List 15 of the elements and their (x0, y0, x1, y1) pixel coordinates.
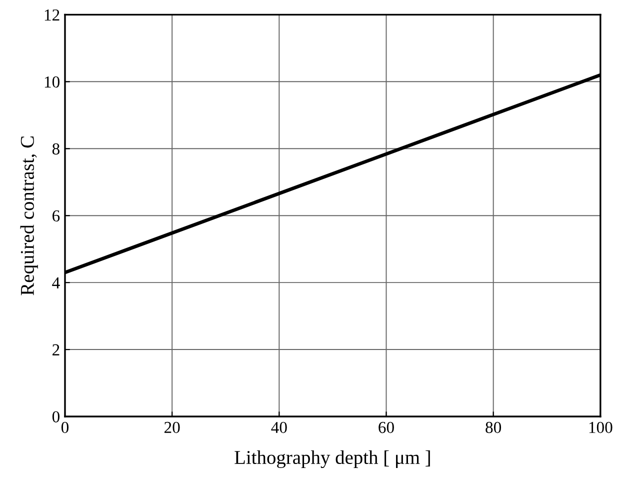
x-tick-label: 20 (164, 422, 180, 434)
y-tick-label: 12 (44, 9, 60, 20)
x-tick-label: 100 (589, 422, 612, 434)
y-tick-label: 6 (52, 210, 60, 222)
x-tick-label: 40 (271, 422, 287, 434)
x-tick-label: 80 (486, 422, 502, 434)
y-tick-label: 10 (44, 76, 60, 88)
x-tick-label: 0 (61, 422, 69, 434)
y-axis-title: Required contrast, C (20, 136, 38, 296)
y-tick-label: 4 (52, 277, 60, 288)
y-tick-label: 8 (52, 143, 60, 155)
x-tick-label: 60 (378, 422, 394, 434)
y-tick-label: 0 (52, 411, 60, 422)
y-tick-label: 2 (52, 344, 60, 356)
x-axis-title: Lithography depth [ μm ] (234, 450, 430, 468)
